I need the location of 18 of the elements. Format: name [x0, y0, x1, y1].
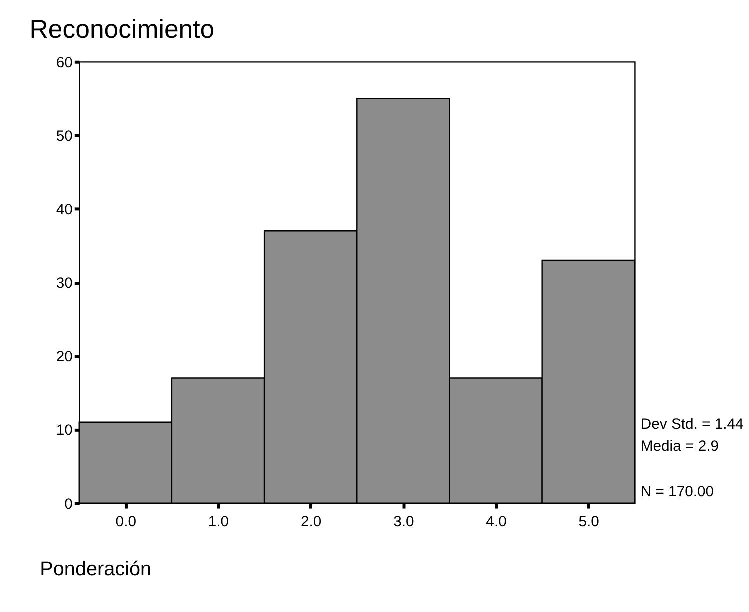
text: N = 170.00	[640, 484, 714, 500]
y-tick-label: 40	[56, 202, 73, 218]
x-tick-label: 4.0	[486, 514, 507, 531]
y-tick-label: 0	[64, 496, 73, 513]
y-tick-label: 10	[56, 423, 73, 440]
x-tick-label: 2.0	[300, 514, 322, 531]
chart-title: Reconocimiento	[30, 16, 215, 44]
y-tick-label: 30	[56, 276, 73, 292]
x-tick-label: 5.0	[578, 514, 600, 531]
text: Dev Std. = 1.44	[640, 416, 744, 433]
x-tick-label: 0.0	[116, 514, 136, 531]
y-tick-label: 50	[56, 128, 73, 145]
x-tick-label: 3.0	[394, 514, 414, 531]
x-tick-label: 1.0	[208, 514, 230, 531]
text: Media = 2.9	[640, 438, 720, 455]
x-axis-title: Ponderación	[40, 558, 152, 580]
y-tick-label: 60	[56, 55, 73, 72]
y-tick-label: 20	[56, 350, 73, 366]
